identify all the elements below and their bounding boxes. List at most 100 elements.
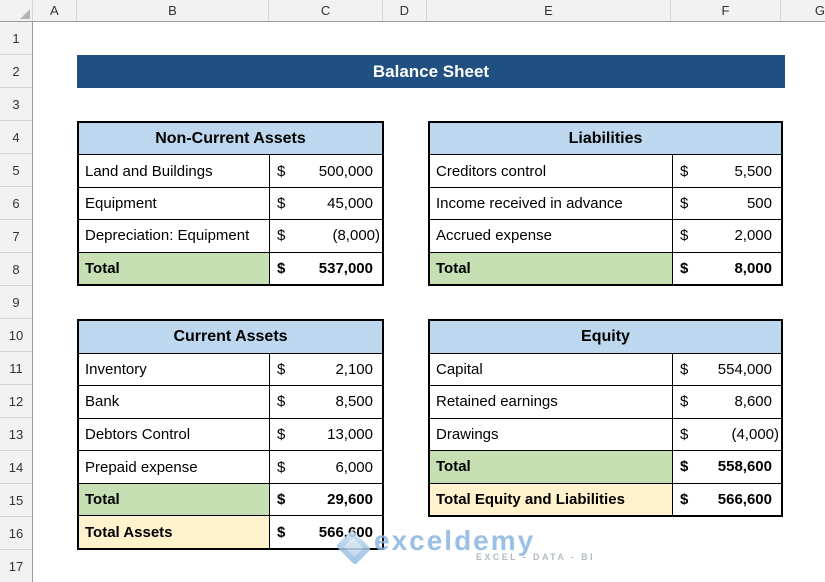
cell-value[interactable]: $ 5,500	[673, 155, 781, 187]
cell-label[interactable]: Debtors Control	[79, 418, 270, 451]
cell-amount: 8,000	[734, 259, 772, 277]
cell-value[interactable]: $ 45,000	[270, 187, 382, 220]
cell-amount: 6,000	[335, 458, 373, 476]
table-non-current-assets: Non-Current Assets Land and Buildings $ …	[77, 121, 384, 286]
cell-label[interactable]: Inventory	[79, 353, 270, 386]
cell-amount: 537,000	[318, 259, 373, 277]
cell-value[interactable]: $ 554,000	[673, 353, 781, 385]
row-header-14[interactable]: 14	[0, 451, 32, 484]
cell-amount: (4,000)	[731, 425, 779, 443]
cell-value[interactable]: $ 13,000	[270, 418, 382, 451]
cell-amount: 45,000	[327, 195, 373, 213]
cell-label[interactable]: Total Assets	[79, 516, 270, 549]
cell-value[interactable]: $ 500,000	[270, 155, 382, 187]
row-header-11[interactable]: 11	[0, 352, 32, 385]
cell-label[interactable]: Bank	[79, 386, 270, 418]
cell-label[interactable]: Depreciation: Equipment	[79, 220, 270, 252]
table-header[interactable]: Current Assets	[79, 321, 382, 353]
row-header-13[interactable]: 13	[0, 418, 32, 451]
column-header-b[interactable]: B	[77, 0, 270, 21]
row-header-4[interactable]: 4	[0, 121, 32, 154]
currency-symbol: $	[277, 458, 286, 476]
cell-label[interactable]: Total	[79, 252, 270, 285]
column-header-g[interactable]: G	[814, 3, 825, 18]
column-header-e[interactable]: E	[427, 0, 672, 21]
row-header-2[interactable]: 2	[0, 55, 32, 88]
cell-value[interactable]: $ 566,600	[270, 516, 382, 549]
table-row: Accrued expense $ 2,000	[430, 219, 781, 252]
table-row: Prepaid expense $ 6,000	[79, 450, 382, 483]
cell-amount: 5,500	[734, 162, 772, 180]
cell-value[interactable]: $ 558,600	[673, 451, 781, 483]
currency-symbol: $	[277, 162, 286, 180]
table-header[interactable]: Non-Current Assets	[79, 123, 382, 155]
currency-symbol: $	[680, 425, 689, 443]
row-header-7[interactable]: 7	[0, 220, 32, 253]
table-current-assets: Current Assets Inventory $ 2,100 Bank $ …	[77, 319, 384, 550]
currency-symbol: $	[680, 227, 689, 245]
row-header-1[interactable]: 1	[0, 22, 32, 55]
cell-value[interactable]: $ 8,500	[270, 386, 382, 418]
currency-symbol: $	[277, 491, 286, 509]
cell-amount: 8,600	[734, 393, 772, 411]
row-header-9[interactable]: 9	[0, 286, 32, 319]
cell-label[interactable]: Creditors control	[430, 155, 673, 187]
table-row: Income received in advance $ 500	[430, 186, 781, 220]
total-row: Total $ 537,000	[79, 251, 382, 285]
cell-label[interactable]: Total	[430, 252, 673, 285]
column-header-a[interactable]: A	[33, 0, 77, 21]
cell-label[interactable]: Land and Buildings	[79, 155, 270, 187]
cell-value[interactable]: $ 8,000	[673, 252, 781, 285]
row-header-15[interactable]: 15	[0, 484, 32, 517]
cell-value[interactable]: $ 566,600	[673, 483, 781, 515]
cell-amount: 500	[746, 195, 772, 213]
cell-label[interactable]: Capital	[430, 353, 673, 385]
column-header-d[interactable]: D	[383, 0, 427, 21]
cell-value[interactable]: $ 6,000	[270, 451, 382, 483]
row-header-10[interactable]: 10	[0, 319, 32, 352]
cell-value[interactable]: $ 8,600	[673, 386, 781, 418]
row-header-3[interactable]: 3	[0, 88, 32, 121]
currency-symbol: $	[680, 458, 689, 476]
table-header[interactable]: Equity	[430, 321, 781, 353]
cell-value[interactable]: $ 2,100	[270, 353, 382, 386]
currency-symbol: $	[277, 195, 286, 213]
cell-value[interactable]: $ 537,000	[270, 252, 382, 285]
cell-value[interactable]: $ 500	[673, 187, 781, 220]
row-header-17[interactable]: 17	[0, 550, 32, 582]
cell-value[interactable]: $ (8,000)	[270, 220, 382, 252]
cell-label[interactable]: Total	[430, 451, 673, 483]
select-all-icon	[19, 9, 30, 19]
row-header-8[interactable]: 8	[0, 253, 32, 286]
title-banner[interactable]: Balance Sheet	[77, 55, 785, 88]
currency-symbol: $	[277, 426, 286, 444]
cell-amount: 2,100	[335, 360, 373, 378]
table-row: Equipment $ 45,000	[79, 186, 382, 220]
total-row: Total $ 558,600	[430, 450, 781, 483]
cell-value[interactable]: $ 2,000	[673, 220, 781, 252]
column-header-f[interactable]: F	[671, 0, 781, 21]
currency-symbol: $	[680, 162, 689, 180]
currency-symbol: $	[277, 259, 286, 277]
cell-value[interactable]: $ (4,000)	[673, 418, 781, 450]
column-header-c[interactable]: C	[269, 0, 383, 21]
cell-label[interactable]: Income received in advance	[430, 187, 673, 220]
cell-label[interactable]: Total	[79, 483, 270, 516]
cell-label[interactable]: Prepaid expense	[79, 451, 270, 483]
table-header[interactable]: Liabilities	[430, 123, 781, 155]
total-row: Total $ 29,600	[79, 482, 382, 516]
row-header-6[interactable]: 6	[0, 187, 32, 220]
cell-label[interactable]: Total Equity and Liabilities	[430, 483, 673, 515]
cell-amount: 500,000	[318, 162, 373, 180]
row-header-16[interactable]: 16	[0, 517, 32, 550]
select-all-corner[interactable]	[0, 0, 33, 21]
cell-label[interactable]: Drawings	[430, 418, 673, 450]
cell-label[interactable]: Equipment	[79, 187, 270, 220]
table-row: Debtors Control $ 13,000	[79, 417, 382, 451]
row-header-12[interactable]: 12	[0, 385, 32, 418]
cell-label[interactable]: Accrued expense	[430, 220, 673, 252]
cell-label[interactable]: Retained earnings	[430, 386, 673, 418]
table-row: Drawings $ (4,000)	[430, 417, 781, 450]
cell-value[interactable]: $ 29,600	[270, 483, 382, 516]
row-header-5[interactable]: 5	[0, 154, 32, 187]
